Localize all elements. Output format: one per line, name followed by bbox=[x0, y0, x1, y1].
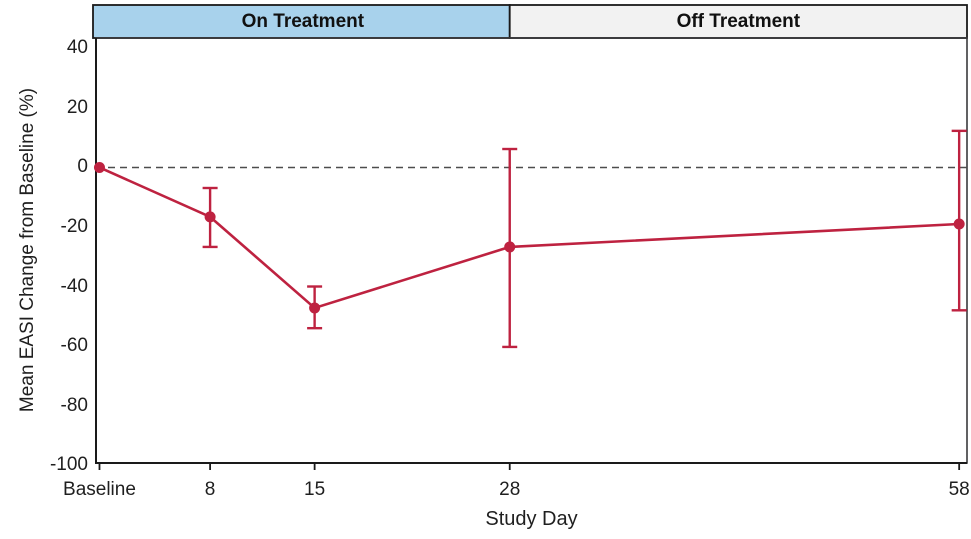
y-tick-label--100: -100 bbox=[49, 454, 88, 476]
y-tick-label-20: 20 bbox=[66, 96, 88, 118]
plot-area-border bbox=[95, 37, 968, 464]
x-tick-label-28: 28 bbox=[499, 479, 521, 500]
x-axis-title: Study Day bbox=[485, 508, 578, 530]
data-point-28 bbox=[504, 241, 516, 253]
data-point-baseline bbox=[93, 161, 105, 173]
y-tick-label--60: -60 bbox=[60, 335, 88, 357]
y-tick-label--80: -80 bbox=[60, 394, 88, 416]
treatment-band-1 bbox=[508, 4, 968, 39]
axis-lines bbox=[95, 38, 967, 464]
x-tick-label-58: 58 bbox=[948, 479, 970, 500]
series-line bbox=[98, 166, 960, 310]
y-axis-title: Mean EASI Change from Baseline (%) bbox=[17, 87, 38, 412]
x-tick-label-15: 15 bbox=[304, 479, 326, 500]
y-tick-label--20: -20 bbox=[60, 215, 88, 237]
data-point-15 bbox=[309, 302, 321, 314]
x-tick-label-baseline: Baseline bbox=[63, 479, 136, 500]
x-tick-label-8: 8 bbox=[204, 479, 216, 500]
data-point-58 bbox=[953, 218, 965, 230]
treatment-band-0 bbox=[92, 4, 511, 39]
y-tick-label-0: 0 bbox=[77, 156, 88, 178]
y-tick-label--40: -40 bbox=[60, 275, 88, 297]
y-tick-label-40: 40 bbox=[66, 37, 88, 59]
data-point-8 bbox=[204, 211, 216, 223]
